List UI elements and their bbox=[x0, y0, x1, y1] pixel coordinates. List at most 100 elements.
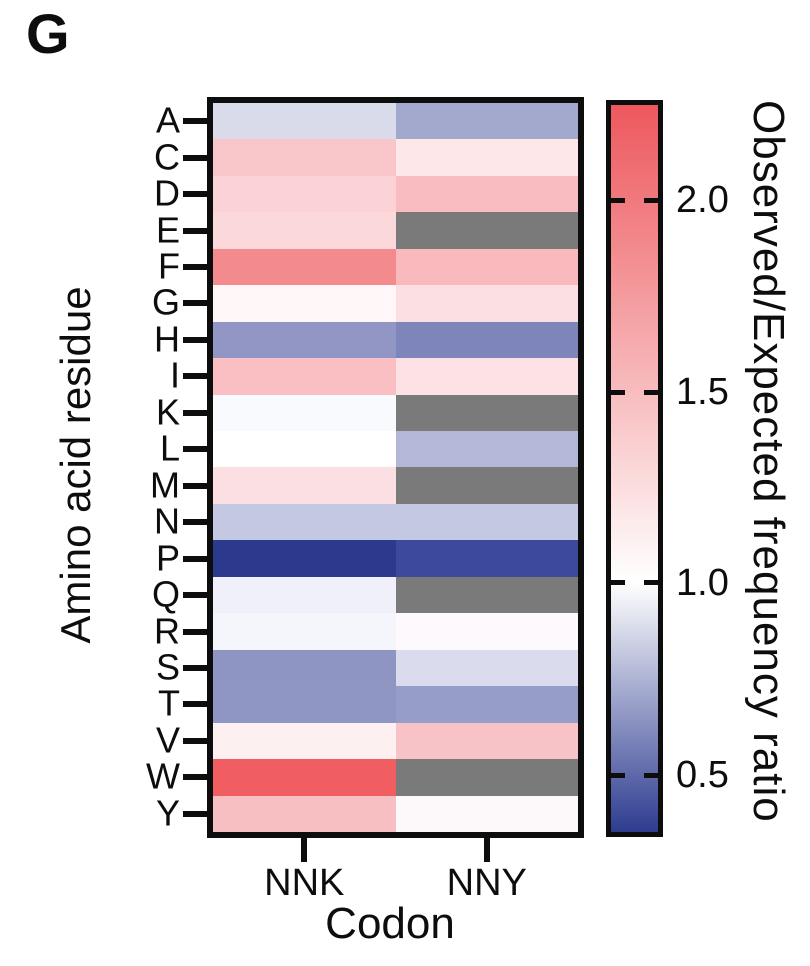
heatmap-cell bbox=[395, 759, 578, 796]
y-tick-label: E bbox=[155, 208, 180, 250]
y-tick-label: Y bbox=[155, 792, 180, 834]
y-tick-label: D bbox=[154, 172, 180, 214]
panel-label: G bbox=[26, 2, 70, 65]
colorbar-tick bbox=[611, 772, 625, 778]
heatmap-cell bbox=[213, 795, 396, 832]
heatmap-cell bbox=[213, 175, 396, 213]
y-tick-label: K bbox=[155, 391, 180, 433]
y-axis-tick bbox=[183, 628, 207, 635]
y-axis-tick bbox=[183, 664, 207, 671]
heatmap-cell bbox=[395, 649, 578, 687]
y-tick-label: W bbox=[146, 755, 180, 797]
y-tick-label: S bbox=[155, 646, 180, 688]
heatmap-cell bbox=[395, 212, 578, 249]
y-axis-tick bbox=[183, 154, 207, 161]
heatmap-cell bbox=[213, 503, 396, 541]
heatmap-cell bbox=[395, 503, 578, 541]
heatmap-cell bbox=[395, 139, 578, 176]
y-axis-tick bbox=[183, 227, 207, 234]
heatmap-cell bbox=[395, 722, 578, 760]
x-axis-label: Codon bbox=[325, 899, 455, 948]
colorbar-tick bbox=[644, 580, 658, 586]
x-tick-label: NNY bbox=[446, 862, 527, 904]
heatmap-cell bbox=[213, 759, 396, 796]
heatmap-cell bbox=[213, 540, 396, 577]
heatmap-cell bbox=[213, 321, 396, 359]
heatmap-cell bbox=[395, 103, 578, 140]
colorbar-tick bbox=[644, 197, 658, 203]
colorbar-tick bbox=[611, 389, 625, 395]
heatmap-cell bbox=[213, 613, 396, 650]
heatmap-cell bbox=[213, 103, 396, 140]
y-tick-label: L bbox=[159, 427, 180, 469]
y-axis-tick bbox=[183, 701, 207, 708]
colorbar-tick bbox=[644, 389, 658, 395]
heatmap-cell bbox=[395, 394, 578, 432]
y-axis-tick bbox=[183, 446, 207, 453]
x-tick-label: NNK bbox=[264, 862, 345, 904]
colorbar-tick-label: 2.0 bbox=[676, 179, 729, 222]
heatmap-cell bbox=[395, 613, 578, 650]
y-tick-label: F bbox=[158, 245, 180, 287]
y-tick-label: M bbox=[150, 463, 180, 505]
colorbar-tick-label: 0.5 bbox=[676, 754, 729, 797]
heatmap-cell bbox=[213, 248, 396, 286]
y-tick-label: Q bbox=[151, 573, 180, 615]
heatmap-cell bbox=[213, 576, 396, 614]
y-tick-label: C bbox=[154, 135, 180, 177]
heatmap-cell bbox=[395, 175, 578, 213]
y-axis-tick bbox=[183, 737, 207, 744]
heatmap-cell bbox=[395, 358, 578, 395]
heatmap-cell bbox=[395, 285, 578, 322]
y-tick-label: T bbox=[158, 682, 180, 724]
heatmap-cell bbox=[213, 467, 396, 504]
heatmap-cell bbox=[395, 467, 578, 504]
heatmap-cell bbox=[395, 576, 578, 614]
colorbar-tick bbox=[611, 197, 625, 203]
y-axis-tick bbox=[183, 409, 207, 416]
heatmap-cell bbox=[395, 540, 578, 577]
heatmap-cell bbox=[395, 321, 578, 359]
colorbar-tick-label: 1.5 bbox=[676, 371, 729, 414]
y-tick-label: R bbox=[154, 609, 180, 651]
heatmap-cell bbox=[213, 285, 396, 322]
heatmap-cell bbox=[213, 722, 396, 760]
heatmap-cell bbox=[213, 649, 396, 687]
colorbar-tick-label: 1.0 bbox=[676, 561, 729, 604]
heatmap-cell bbox=[213, 394, 396, 432]
y-axis-tick bbox=[183, 592, 207, 599]
y-tick-label: N bbox=[154, 500, 180, 542]
y-axis-label: Amino acid residue bbox=[52, 286, 99, 644]
colorbar-tick bbox=[644, 772, 658, 778]
y-axis-tick bbox=[183, 555, 207, 562]
heatmap-cell bbox=[213, 686, 396, 723]
heatmap-cell bbox=[213, 431, 396, 468]
y-tick-label: H bbox=[154, 318, 180, 360]
colorbar bbox=[606, 100, 663, 837]
heatmap-cell bbox=[395, 431, 578, 468]
y-axis-tick bbox=[183, 336, 207, 343]
heatmap-cell bbox=[395, 686, 578, 723]
heatmap-cell bbox=[395, 795, 578, 832]
colorbar-tick bbox=[611, 580, 625, 586]
y-axis-tick bbox=[183, 810, 207, 817]
y-tick-label: I bbox=[169, 354, 180, 396]
y-axis-tick bbox=[183, 264, 207, 271]
y-axis-tick bbox=[183, 191, 207, 198]
y-axis-tick bbox=[183, 373, 207, 380]
y-tick-label: V bbox=[155, 719, 180, 761]
y-axis-tick bbox=[183, 300, 207, 307]
heatmap-cell bbox=[213, 358, 396, 395]
colorbar-label: Observed/Expected frequency ratio bbox=[744, 100, 793, 823]
y-axis-tick bbox=[183, 519, 207, 526]
y-axis-tick bbox=[183, 118, 207, 125]
heatmap-cell bbox=[213, 139, 396, 176]
heatmap-cell bbox=[213, 212, 396, 249]
x-axis-tick bbox=[483, 838, 490, 862]
heatmap bbox=[207, 97, 584, 838]
y-tick-label: A bbox=[155, 99, 180, 141]
heatmap-cell bbox=[395, 248, 578, 286]
y-tick-label: P bbox=[155, 536, 180, 578]
y-axis-tick bbox=[183, 774, 207, 781]
